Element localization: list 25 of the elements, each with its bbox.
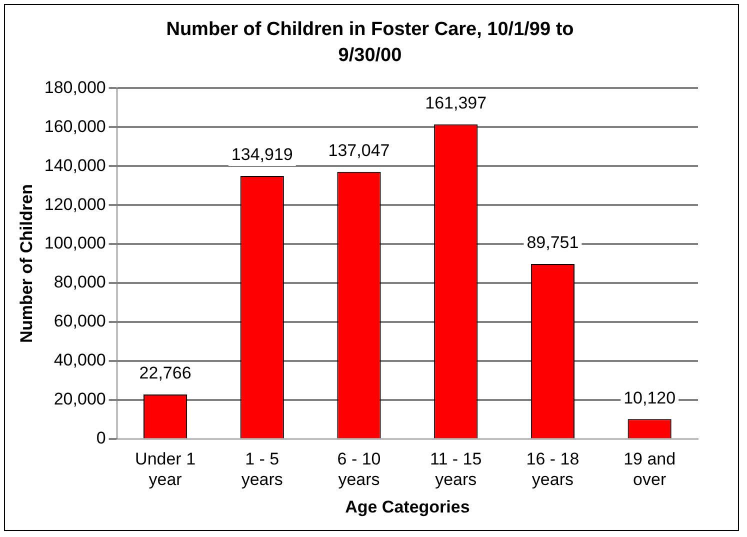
y-tick-label: 180,000 [44,78,106,97]
x-tick-label: 16 - 18 years [526,450,580,490]
data-label: 137,047 [328,141,390,160]
y-tick-label: 160,000 [44,116,106,136]
y-tick-label: 40,000 [54,350,106,370]
y-tick-label: 140,000 [44,156,106,175]
x-tick-label: 19 and over [624,450,676,490]
y-tick-label: 80,000 [54,272,106,292]
data-label: 89,751 [526,233,579,252]
y-tick-label: 60,000 [54,312,106,331]
chart-title: Number of Children in Foster Care, 10/1/99 to 9/30/00 [165,18,575,68]
y-tick-label: 20,000 [54,390,106,409]
x-tick-label: 1 - 5 years [241,450,283,490]
y-tick-label: 120,000 [44,194,106,214]
x-axis-title: Age Categories [345,497,470,516]
data-label: 134,919 [231,145,293,164]
x-tick-label: 11 - 15 years [430,450,482,490]
data-label: 10,120 [624,388,676,408]
x-tick-label: Under 1 year [135,450,196,490]
y-tick-label: 0 [96,428,106,448]
y-tick-label: 100,000 [44,234,106,253]
data-label: 22,766 [139,364,192,383]
data-label: 161,397 [425,94,487,113]
y-axis-title: Number of Children [16,184,36,343]
x-tick-label: 6 - 10 years [337,450,381,490]
